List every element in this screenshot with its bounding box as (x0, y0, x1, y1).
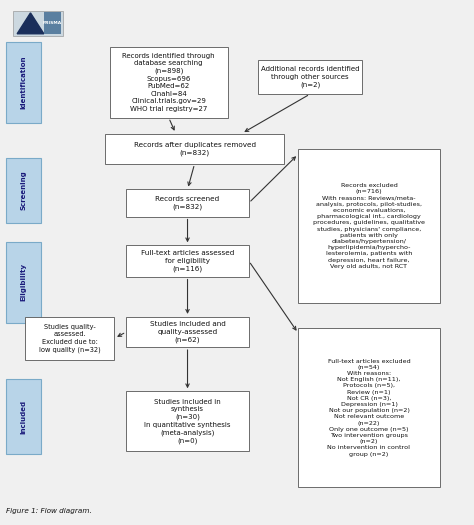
Text: Studies included and
quality-assessed
(n=62): Studies included and quality-assessed (n… (150, 321, 226, 343)
Text: Full-text articles excluded
(n=54)
With reasons:
Not English (n=11),
Protocols (: Full-text articles excluded (n=54) With … (328, 359, 410, 457)
FancyBboxPatch shape (298, 149, 439, 303)
Text: Additional records identified
through other sources
(n=2): Additional records identified through ot… (261, 66, 359, 88)
FancyBboxPatch shape (126, 190, 249, 216)
FancyBboxPatch shape (298, 328, 439, 487)
Text: Identification: Identification (21, 56, 27, 109)
FancyBboxPatch shape (126, 245, 249, 277)
FancyBboxPatch shape (110, 47, 228, 118)
FancyBboxPatch shape (126, 317, 249, 347)
Text: Full-text articles assessed
for eligibility
(n=116): Full-text articles assessed for eligibil… (141, 250, 234, 271)
Text: Records identified through
database searching
(n=898)
Scopus=696
PubMed=62
Cinah: Records identified through database sear… (122, 53, 215, 112)
Text: Figure 1: Flow diagram.: Figure 1: Flow diagram. (6, 508, 92, 514)
Text: Records screened
(n=832): Records screened (n=832) (155, 196, 219, 210)
Text: PRISMA: PRISMA (43, 22, 62, 25)
Polygon shape (17, 13, 44, 34)
FancyBboxPatch shape (6, 158, 41, 223)
FancyBboxPatch shape (105, 133, 284, 164)
Text: Records after duplicates removed
(n=832): Records after duplicates removed (n=832) (134, 142, 255, 155)
Text: Screening: Screening (21, 171, 27, 211)
Text: Studies included in
synthesis
(n=30)
In quantitative synthesis
(meta-analysis)
(: Studies included in synthesis (n=30) In … (144, 399, 231, 444)
Text: Eligibility: Eligibility (21, 263, 27, 301)
FancyBboxPatch shape (6, 379, 41, 455)
FancyBboxPatch shape (258, 60, 362, 94)
Text: Included: Included (21, 400, 27, 434)
FancyBboxPatch shape (6, 242, 41, 323)
FancyBboxPatch shape (25, 317, 115, 360)
FancyBboxPatch shape (13, 11, 63, 36)
Text: Studies quality-
assessed.
Excluded due to:
low quality (n=32): Studies quality- assessed. Excluded due … (39, 324, 100, 353)
FancyBboxPatch shape (6, 42, 41, 123)
FancyBboxPatch shape (126, 391, 249, 452)
Text: Records excluded
(n=716)
With reasons: Reviews/meta-
analysis, protocols, pilot-: Records excluded (n=716) With reasons: R… (313, 183, 425, 269)
FancyBboxPatch shape (44, 13, 61, 34)
